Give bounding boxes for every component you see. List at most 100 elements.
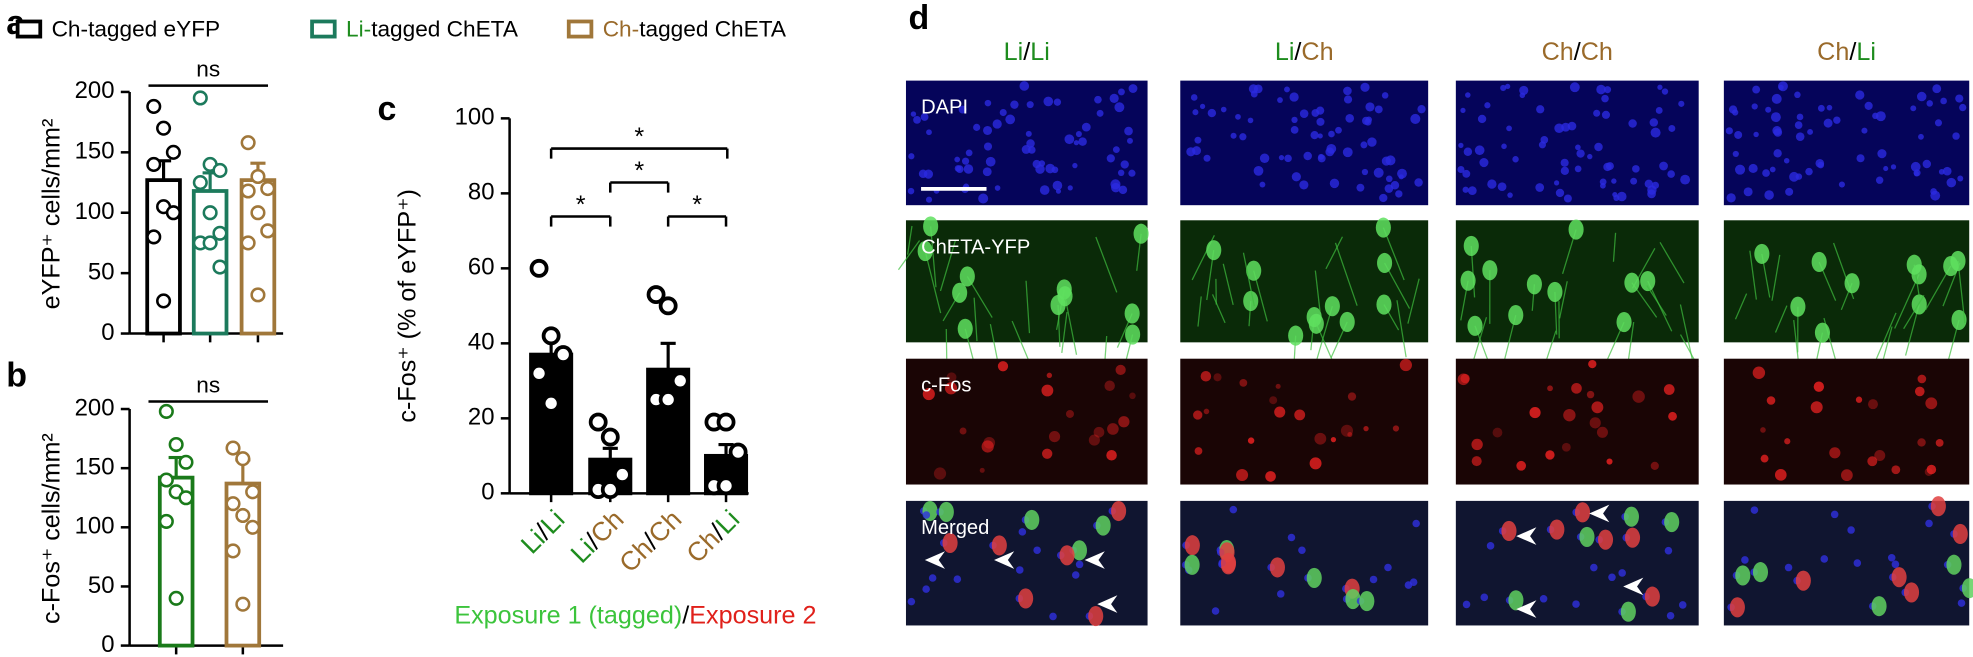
nucleus (1916, 91, 1927, 102)
neurite (939, 240, 957, 292)
cfos-nucleus (1841, 469, 1853, 482)
data-point (235, 507, 251, 524)
arrowhead (1589, 504, 1610, 523)
cell (991, 535, 1007, 556)
nucleus (1409, 578, 1418, 586)
cfos-nucleus (1088, 434, 1100, 446)
cell (1467, 315, 1483, 336)
data-point (178, 454, 194, 470)
nucleus (1247, 117, 1254, 124)
cfos-nucleus (1471, 438, 1483, 451)
nucleus (1384, 184, 1394, 193)
y-tick-label: 200 (75, 394, 115, 421)
cell (1111, 500, 1127, 522)
cell (1735, 565, 1751, 586)
cfos-nucleus (1106, 449, 1117, 461)
nucleus (1374, 105, 1383, 114)
legend-label: Ch-tagged eYFP (52, 16, 221, 41)
nucleus (984, 99, 992, 107)
cfos-nucleus (1596, 426, 1608, 438)
cfos-nucleus (1766, 396, 1776, 405)
cfos-nucleus (1586, 390, 1595, 399)
nucleus (1477, 114, 1487, 124)
cell (1664, 512, 1680, 533)
neurite (1558, 281, 1568, 319)
nucleus (1110, 179, 1121, 190)
nucleus (1785, 187, 1794, 196)
nucleus (1361, 168, 1369, 176)
cell (1508, 590, 1524, 611)
x-axis-label-part: / (682, 601, 689, 629)
cell (1951, 309, 1967, 330)
cfos-nucleus (1516, 460, 1527, 471)
cfos-nucleus (1563, 408, 1576, 422)
cfos-nucleus (1867, 399, 1878, 410)
neurite (930, 226, 937, 288)
y-tick-label: 50 (88, 258, 115, 285)
cfos-nucleus (933, 467, 947, 480)
y-tick-label: 150 (75, 138, 115, 165)
cfos-nucleus (1115, 364, 1126, 375)
neurite (1396, 300, 1407, 358)
nucleus (1853, 559, 1862, 567)
cfos-nucleus (1813, 381, 1825, 392)
nucleus (1794, 121, 1803, 129)
cell (1324, 296, 1340, 317)
cfos-nucleus (1294, 409, 1306, 421)
y-tick-label: 150 (75, 453, 115, 480)
nucleus (1486, 542, 1495, 550)
nucleus (1291, 116, 1298, 124)
nucleus (1910, 161, 1921, 172)
nucleus (1276, 590, 1285, 598)
y-tick-label: 0 (101, 319, 114, 346)
micrograph-bg (905, 220, 1148, 343)
nucleus (1593, 109, 1601, 117)
cfos-nucleus (1274, 406, 1286, 418)
nucleus (1230, 132, 1237, 139)
cfos-nucleus (1392, 425, 1400, 432)
cfos-nucleus (1668, 411, 1677, 421)
nucleus (1385, 155, 1396, 166)
nucleus (1771, 93, 1782, 104)
cell (1133, 223, 1149, 244)
nucleus (1932, 84, 1942, 94)
cfos-nucleus (1347, 432, 1353, 438)
nucleus (1925, 519, 1933, 528)
cell (1482, 260, 1498, 281)
nucleus (1657, 84, 1663, 90)
nucleus (1287, 533, 1296, 542)
data-point (146, 229, 162, 245)
nucleus (1572, 600, 1580, 608)
nucleus (1253, 166, 1264, 176)
nucleus (1764, 190, 1774, 200)
cell (1220, 552, 1237, 573)
cfos-nucleus (1492, 427, 1503, 438)
neurite (1061, 311, 1068, 354)
nucleus (1856, 154, 1865, 163)
nucleus (1073, 140, 1079, 146)
data-point (588, 412, 608, 432)
neurite (1064, 296, 1078, 355)
neurite (1749, 250, 1757, 300)
arrowhead (1084, 551, 1105, 569)
cfos-nucleus (1247, 437, 1255, 444)
nucleus (1732, 109, 1739, 116)
nucleus (1778, 84, 1784, 91)
cfos-nucleus (1588, 359, 1597, 369)
data-point (529, 258, 549, 278)
nucleus (1360, 141, 1368, 149)
nucleus (1497, 182, 1507, 192)
nucleus (907, 597, 916, 606)
nucleus (1229, 505, 1238, 514)
nucleus (1826, 104, 1833, 111)
sig-label: * (692, 191, 702, 219)
cell (1906, 254, 1922, 275)
nucleus (1460, 107, 1466, 113)
data-point (156, 120, 172, 136)
y-tick-label: 20 (468, 404, 495, 431)
nucleus (1596, 84, 1606, 95)
data-point (646, 285, 666, 305)
nucleus (1356, 183, 1365, 192)
column-header: Li/Ch (1275, 38, 1334, 66)
nucleus (1462, 186, 1469, 193)
